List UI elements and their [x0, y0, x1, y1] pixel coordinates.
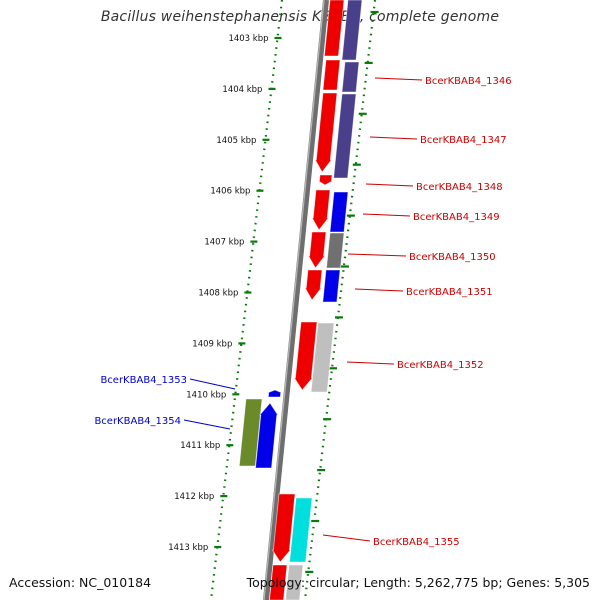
- cds-1345-red: [323, 0, 345, 57]
- cds-1348-red: [316, 174, 333, 186]
- cds-1347-navy: [333, 93, 357, 179]
- gene-labels: BcerKBAB4_1346 BcerKBAB4_1347 BcerKBAB4_13…: [94, 76, 511, 548]
- cds-1356-lightgray: [285, 564, 304, 600]
- cds-1346-navy: [341, 61, 360, 93]
- gene-label-bcerkbab4_1352: BcerKBAB4_1352: [397, 360, 484, 371]
- gene-label-bcerkbab4_1346: BcerKBAB4_1346: [425, 76, 512, 87]
- left-dotted-line: [209, 0, 284, 600]
- tick-label: 1413 kbp: [168, 543, 208, 553]
- cds-1356-red: [269, 564, 288, 600]
- gene-label-bcerkbab4_1347: BcerKBAB4_1347: [420, 135, 507, 146]
- cds-1355-cyan: [289, 497, 313, 563]
- genome-summary-text: Topology: circular; Length: 5,262,775 bp…: [246, 575, 590, 590]
- gene-label-bcerkbab4_1355: BcerKBAB4_1355: [373, 537, 460, 548]
- leader-line: [374, 77, 423, 81]
- accession-text: Accession: NC_010184: [9, 575, 152, 590]
- cds-1350-red: [307, 231, 327, 269]
- cds-1351-blue: [322, 269, 341, 303]
- cds-1354-blue: [255, 402, 279, 469]
- tick-label: 1404 kbp: [222, 85, 262, 95]
- gene-features: [238, 0, 363, 600]
- leader-line: [346, 361, 395, 365]
- tick-label: 1411 kbp: [180, 441, 220, 451]
- right-dotted-line: [303, 0, 377, 600]
- cds-1352-red: [293, 321, 318, 391]
- tick-label: 1412 kbp: [174, 492, 214, 502]
- map-title: Bacillus weihenstephanensis KBAB4, compl…: [100, 9, 500, 25]
- cds-1347-red: [314, 92, 338, 173]
- dotted-guide-lines: [209, 0, 377, 600]
- cds-1355-red: [271, 493, 296, 563]
- leader-line: [365, 183, 414, 187]
- cds-1345-navy: [341, 0, 363, 61]
- tick-label: 1405 kbp: [216, 136, 256, 146]
- tick-label: 1410 kbp: [186, 390, 226, 400]
- cds-1350-gray: [326, 232, 345, 269]
- leader-line: [347, 253, 407, 257]
- backbone-highlight: [263, 0, 325, 600]
- kbp-ticks: 1403 kbp 1404 kbp 1405 kbp 1406 kbp 1407 kbp…: [168, 10, 379, 574]
- gene-label-bcerkbab4_1350: BcerKBAB4_1350: [409, 252, 496, 263]
- leader-line: [189, 378, 236, 390]
- leader-line: [362, 213, 411, 217]
- tick-label: 1406 kbp: [210, 187, 250, 197]
- genome-backbone: [263, 0, 329, 600]
- tick-label: 1409 kbp: [192, 339, 232, 349]
- gene-label-bcerkbab4_1351: BcerKBAB4_1351: [406, 287, 493, 298]
- gene-label-bcerkbab4_1354: BcerKBAB4_1354: [94, 416, 181, 427]
- gene-label-bcerkbab4_1348: BcerKBAB4_1348: [416, 182, 503, 193]
- leader-line: [354, 288, 404, 292]
- cds-1353-blue: [267, 389, 282, 398]
- leader-line: [322, 534, 371, 542]
- cds-1352-lightgray: [310, 322, 335, 393]
- leader-line: [369, 136, 418, 140]
- tick-label: 1403 kbp: [228, 34, 268, 44]
- tick-label: 1408 kbp: [198, 289, 238, 299]
- backbone-line: [263, 0, 329, 600]
- cds-1346-red: [322, 59, 341, 91]
- cds-1351-red: [304, 269, 323, 301]
- cds-1349-blue: [329, 191, 349, 233]
- tick-label: 1407 kbp: [204, 238, 244, 248]
- cds-1349-red: [311, 189, 331, 231]
- gene-label-bcerkbab4_1353: BcerKBAB4_1353: [100, 375, 187, 386]
- leader-line: [183, 419, 231, 430]
- gene-label-bcerkbab4_1349: BcerKBAB4_1349: [413, 212, 500, 223]
